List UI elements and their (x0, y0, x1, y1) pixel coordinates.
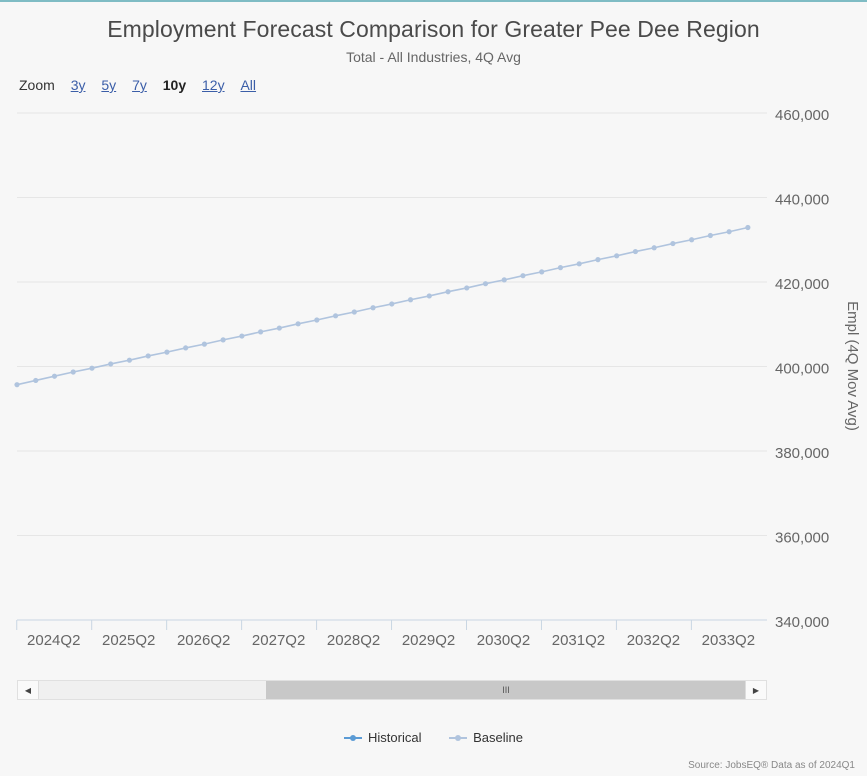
zoom-7y-button[interactable]: 7y (132, 77, 147, 93)
data-point[interactable] (276, 325, 282, 331)
data-point[interactable] (651, 245, 657, 251)
x-tick-label: 2030Q2 (477, 632, 530, 649)
data-point[interactable] (632, 248, 639, 255)
legend-label-historical: Historical (368, 730, 422, 745)
legend-item-baseline[interactable]: Baseline (449, 730, 523, 745)
zoom-12y-button[interactable]: 12y (202, 77, 225, 93)
data-point[interactable] (464, 285, 470, 291)
data-point[interactable] (89, 365, 95, 371)
data-point[interactable] (595, 257, 601, 263)
data-point[interactable] (126, 357, 133, 363)
data-point[interactable] (332, 313, 339, 319)
data-point[interactable] (445, 289, 451, 295)
data-point[interactable] (614, 253, 620, 259)
data-point[interactable] (239, 333, 245, 339)
zoom-5y-button[interactable]: 5y (101, 77, 117, 93)
data-point[interactable] (220, 337, 226, 343)
legend-marker-historical-icon (344, 733, 363, 743)
line-chart: 340,000 360,000 380,000 400,000 420,000 440,0… (14, 107, 861, 649)
zoom-all-button[interactable]: All (240, 77, 257, 93)
data-point[interactable] (576, 261, 582, 267)
zoom-label: Zoom (19, 77, 55, 93)
data-point[interactable] (70, 369, 76, 375)
x-tick-label: 2031Q2 (552, 632, 605, 649)
legend-item-historical[interactable]: Historical (344, 730, 421, 745)
x-tick-label: 2026Q2 (177, 632, 230, 649)
data-point[interactable] (108, 361, 114, 367)
data-point[interactable] (183, 345, 189, 351)
scroll-right-button[interactable]: ▶ (745, 681, 766, 699)
data-point[interactable] (164, 349, 170, 355)
zoom-selector: Zoom 3y 5y 7y 10y 12y All (19, 77, 268, 93)
data-point[interactable] (501, 277, 507, 283)
zoom-3y-button[interactable]: 3y (70, 77, 86, 93)
data-point[interactable] (33, 377, 39, 384)
data-point[interactable] (557, 265, 564, 271)
data-point[interactable] (689, 237, 695, 243)
x-tick-label: 2032Q2 (627, 632, 680, 649)
y-tick-label: 400,000 (775, 361, 829, 378)
x-tick-label: 2024Q2 (27, 632, 80, 649)
y-axis-title: Empl (4Q Mov Avg) (844, 301, 861, 431)
data-point[interactable] (314, 317, 320, 323)
chart-legend: Historical Baseline (0, 730, 867, 746)
data-point[interactable] (426, 293, 432, 299)
data-point[interactable] (201, 341, 207, 347)
y-tick-label: 420,000 (775, 276, 829, 293)
x-tick-label: 2027Q2 (252, 632, 305, 649)
data-point[interactable] (520, 273, 526, 279)
legend-label-baseline: Baseline (473, 730, 523, 745)
scroll-left-button[interactable]: ◀ (18, 681, 39, 699)
x-tick-label: 2033Q2 (702, 632, 755, 649)
data-point[interactable] (14, 382, 20, 388)
zoom-10y-button[interactable]: 10y (162, 77, 187, 93)
data-point[interactable] (407, 297, 414, 303)
y-tick-label: 380,000 (775, 445, 829, 462)
x-tick-label: 2029Q2 (402, 632, 455, 649)
navigator-thumb[interactable]: III (266, 681, 746, 699)
data-point[interactable] (670, 240, 676, 247)
legend-marker-baseline-icon (449, 733, 468, 743)
triangle-left-icon: ◀ (24, 685, 32, 695)
data-point[interactable] (389, 301, 395, 307)
data-point[interactable] (707, 232, 713, 239)
series-line-baseline (16, 226, 749, 386)
data-point[interactable] (295, 321, 301, 327)
source-note: Source: JobsEQ® Data as of 2024Q1 (688, 760, 855, 771)
data-point[interactable] (726, 229, 732, 235)
y-tick-label: 440,000 (775, 192, 829, 209)
data-point[interactable] (145, 353, 151, 359)
data-point[interactable] (370, 305, 376, 311)
range-navigator[interactable]: ◀ III ▶ (17, 680, 767, 700)
data-point[interactable] (745, 224, 751, 231)
data-point[interactable] (482, 281, 489, 287)
top-accent-bar (0, 0, 867, 2)
y-tick-label: 460,000 (775, 107, 829, 124)
data-point[interactable] (351, 309, 357, 315)
x-tick-label: 2025Q2 (102, 632, 155, 649)
x-tick-label: 2028Q2 (327, 632, 380, 649)
chart-title: Employment Forecast Comparison for Great… (107, 16, 760, 42)
chart-subtitle: Total - All Industries, 4Q Avg (346, 49, 521, 65)
grip-icon: III (502, 685, 510, 695)
data-point[interactable] (539, 269, 545, 275)
data-point[interactable] (51, 373, 58, 379)
triangle-right-icon: ▶ (752, 685, 760, 695)
data-point[interactable] (258, 329, 264, 335)
y-tick-label: 360,000 (775, 530, 829, 547)
y-tick-label: 340,000 (775, 614, 829, 631)
